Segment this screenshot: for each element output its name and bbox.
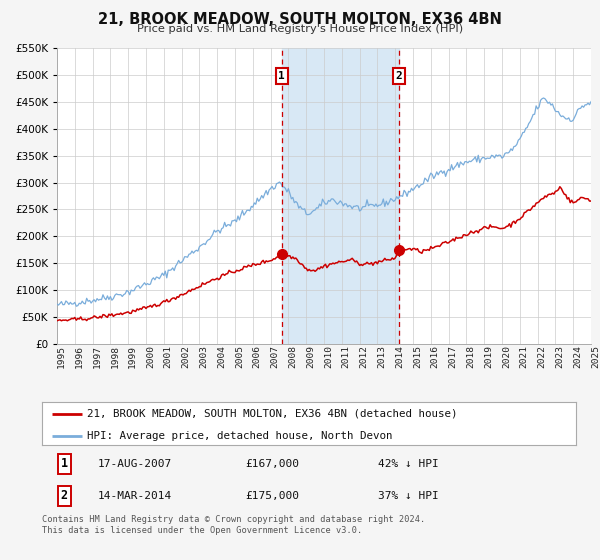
Text: 2018: 2018: [466, 346, 475, 368]
Text: 2004: 2004: [217, 346, 226, 368]
Bar: [282, 48, 399, 344]
Text: 2024: 2024: [573, 346, 582, 368]
Text: 1996: 1996: [75, 346, 84, 368]
Text: 1999: 1999: [128, 346, 137, 368]
Text: Price paid vs. HM Land Registry's House Price Index (HPI): Price paid vs. HM Land Registry's House …: [137, 24, 463, 34]
Text: 2007: 2007: [271, 346, 280, 368]
Text: 2: 2: [61, 489, 68, 502]
Text: 2015: 2015: [413, 346, 422, 368]
Text: 2003: 2003: [199, 346, 208, 368]
Text: 2001: 2001: [164, 346, 173, 368]
Text: 1995: 1995: [57, 346, 66, 368]
Text: 2: 2: [395, 71, 402, 81]
Text: 2012: 2012: [359, 346, 368, 368]
Text: 2009: 2009: [306, 346, 315, 368]
Text: 1998: 1998: [110, 346, 119, 368]
Text: 2010: 2010: [324, 346, 333, 368]
Text: 2025: 2025: [591, 346, 600, 368]
Text: 21, BROOK MEADOW, SOUTH MOLTON, EX36 4BN (detached house): 21, BROOK MEADOW, SOUTH MOLTON, EX36 4BN…: [88, 409, 458, 419]
Text: 2023: 2023: [556, 346, 565, 368]
Text: £167,000: £167,000: [245, 459, 299, 469]
Text: 2020: 2020: [502, 346, 511, 368]
Text: 2002: 2002: [182, 346, 191, 368]
Text: 42% ↓ HPI: 42% ↓ HPI: [379, 459, 439, 469]
Text: 2021: 2021: [520, 346, 529, 368]
Text: 2014: 2014: [395, 346, 404, 368]
Text: 37% ↓ HPI: 37% ↓ HPI: [379, 491, 439, 501]
Text: 21, BROOK MEADOW, SOUTH MOLTON, EX36 4BN: 21, BROOK MEADOW, SOUTH MOLTON, EX36 4BN: [98, 12, 502, 27]
Text: 1: 1: [61, 458, 68, 470]
Text: 2017: 2017: [449, 346, 458, 368]
Text: 2008: 2008: [289, 346, 298, 368]
Text: 1997: 1997: [92, 346, 101, 368]
Text: 2013: 2013: [377, 346, 386, 368]
Text: 2000: 2000: [146, 346, 155, 368]
Text: 2022: 2022: [538, 346, 547, 368]
Text: 17-AUG-2007: 17-AUG-2007: [98, 459, 172, 469]
Text: 2019: 2019: [484, 346, 493, 368]
Text: Contains HM Land Registry data © Crown copyright and database right 2024.
This d: Contains HM Land Registry data © Crown c…: [42, 515, 425, 535]
Text: 14-MAR-2014: 14-MAR-2014: [98, 491, 172, 501]
Text: 1: 1: [278, 71, 285, 81]
Text: £175,000: £175,000: [245, 491, 299, 501]
Text: 2005: 2005: [235, 346, 244, 368]
Text: 2016: 2016: [431, 346, 440, 368]
Text: 2011: 2011: [342, 346, 351, 368]
Text: HPI: Average price, detached house, North Devon: HPI: Average price, detached house, Nort…: [88, 431, 393, 441]
Text: 2006: 2006: [253, 346, 262, 368]
